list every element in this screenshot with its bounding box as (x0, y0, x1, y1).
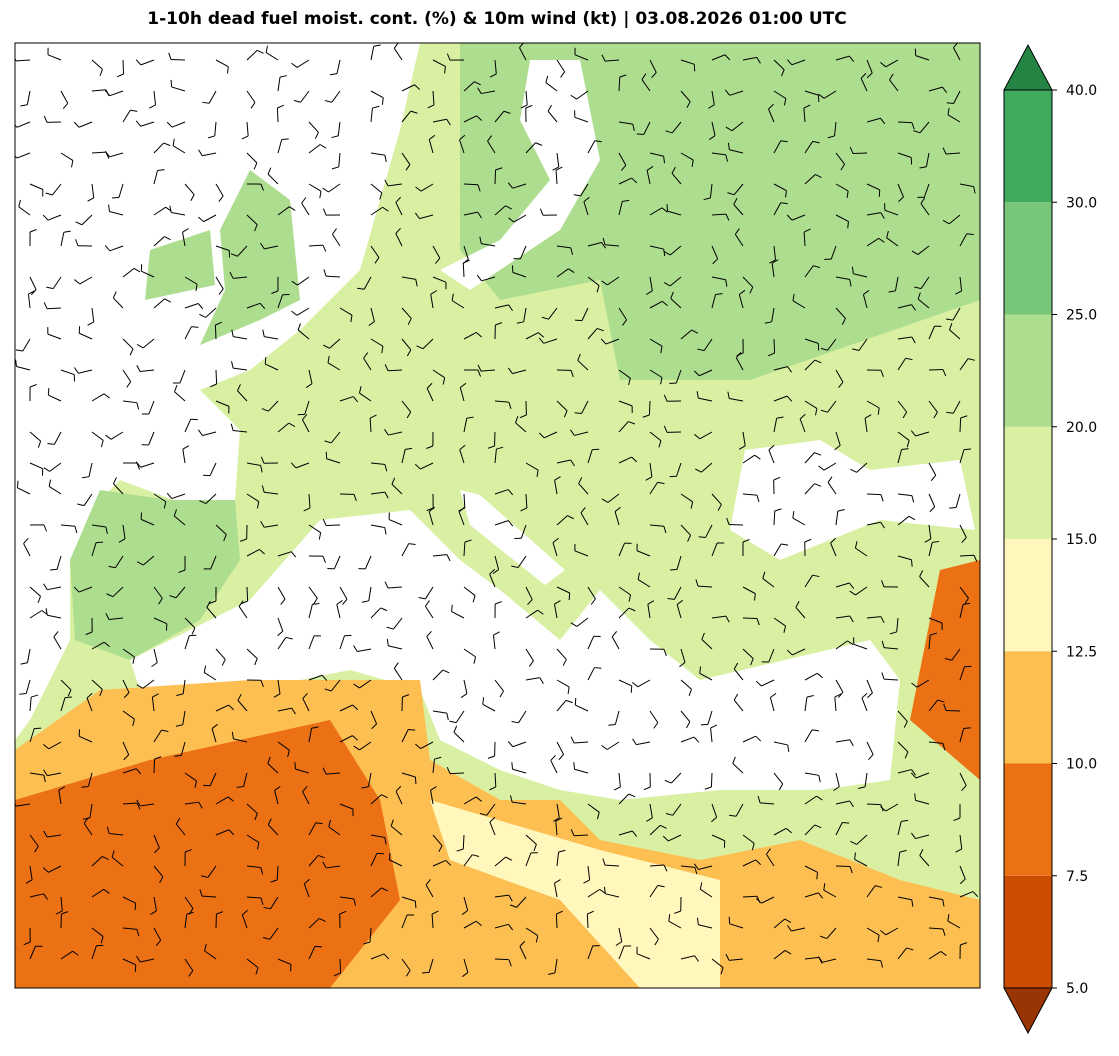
wind-barb (171, 59, 185, 60)
wind-barb (574, 835, 588, 836)
colorbar-band (1004, 202, 1052, 314)
wind-barb-flag (171, 80, 172, 87)
wind-barb (215, 325, 216, 339)
colorbar-band (1004, 764, 1052, 876)
colorbar-tick-label: 25.0 (1066, 308, 1097, 324)
wind-barb (853, 153, 867, 154)
wind-barb-flag (574, 762, 575, 769)
wind-barb (495, 170, 496, 184)
wind-barb (123, 60, 124, 74)
wind-barb-flag (512, 762, 513, 769)
wind-barb (867, 804, 881, 805)
colorbar-tick-label: 12.5 (1066, 644, 1097, 660)
wind-barb-flag (817, 872, 818, 879)
wind-barb-flag (65, 697, 72, 698)
wind-barb-flag (135, 903, 136, 910)
wind-barb (556, 914, 557, 928)
wind-barb-flag (282, 139, 289, 140)
wind-barb-flag (415, 901, 416, 908)
wind-barb (277, 108, 278, 122)
wind-barb-flag (637, 134, 644, 135)
wind-barb (774, 339, 775, 353)
wind-barb-flag (667, 204, 668, 211)
wind-barb (898, 122, 912, 123)
wind-barb-flag (96, 542, 103, 543)
wind-barb-flag (17, 481, 18, 488)
colorbar-band (1004, 90, 1052, 202)
wind-barb-flag (911, 560, 912, 567)
wind-barb-flag (415, 777, 416, 784)
wind-barb-flag (112, 197, 119, 198)
footer: FLAME – Fire Meteorology Group · NOA/MET… (223, 1004, 771, 1020)
wind-barb (711, 773, 712, 787)
wind-barb-flag (947, 103, 954, 104)
colorbar-band (1004, 539, 1052, 651)
colorbar-band (1004, 651, 1052, 763)
wind-barb-flag (964, 449, 971, 450)
colorbar-tick-label: 7.5 (1066, 869, 1088, 885)
colorbar-tick-label: 5.0 (1066, 981, 1088, 997)
wind-barb (587, 914, 588, 928)
wind-barb-flag (670, 569, 677, 570)
wind-barb (247, 587, 248, 601)
wind-barb (867, 494, 881, 495)
wind-barb-flag (842, 822, 849, 823)
wind-barb (154, 759, 155, 773)
colorbar-over (1004, 45, 1052, 90)
colorbar: 5.0 7.5 10.0 12.5 15.0 20.0 25.0 30.0 40.0 (1004, 45, 1097, 1033)
wind-barb-flag (389, 853, 390, 860)
wind-barb (216, 370, 217, 384)
wind-barb-flag (422, 972, 429, 973)
wind-barb-flag (701, 724, 708, 725)
wind-barb-flag (50, 569, 57, 570)
wind-barb-flag (19, 693, 26, 694)
wind-barb (649, 401, 650, 415)
wind-barb-flag (569, 593, 570, 600)
colorbar-tick-label: 40.0 (1066, 83, 1097, 99)
wind-barb-flag (949, 507, 956, 508)
wind-barb (495, 959, 509, 960)
map (12, 42, 980, 1038)
colorbar-band (1004, 427, 1052, 539)
title: 1-10h dead fuel moist. cont. (%) & 10m w… (147, 9, 846, 29)
colorbar-band (1004, 876, 1052, 988)
wind-barb (960, 418, 961, 432)
wind-barb-flag (575, 320, 582, 321)
wind-barb-flag (295, 762, 296, 769)
wind-barb (47, 308, 61, 309)
wind-barb (340, 959, 341, 973)
colorbar-tick-label: 20.0 (1066, 420, 1097, 436)
colorbar-tick-label: 10.0 (1066, 757, 1097, 773)
colorbar-tick-label: 30.0 (1066, 195, 1097, 211)
colorbar-under (1004, 988, 1052, 1033)
wind-barb (450, 773, 464, 774)
wind-barb-flag (408, 729, 415, 730)
colorbar-band (1004, 315, 1052, 427)
colorbar-tick-label: 15.0 (1066, 532, 1097, 548)
